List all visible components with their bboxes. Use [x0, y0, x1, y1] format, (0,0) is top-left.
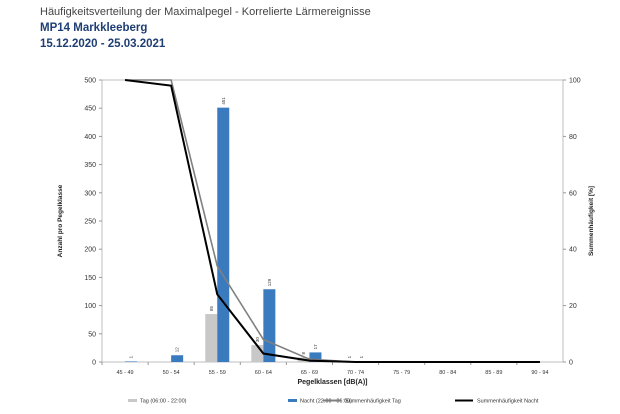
x-tick-label: 75 - 79 [393, 370, 410, 376]
bar-data-label: 12 [175, 347, 180, 353]
x-axis-title: Pegelklassen [dB(A)] [297, 379, 367, 386]
bar-data-label: 85 [209, 306, 214, 312]
y-tick-label: 150 [84, 275, 96, 282]
x-tick-label: 80 - 84 [439, 370, 456, 376]
y2-tick-label: 100 [569, 78, 581, 85]
line-summe-nacht [124, 79, 540, 363]
y-tick-label: 500 [84, 78, 96, 85]
bar-nacht [125, 361, 138, 362]
bar-data-label: 17 [313, 344, 318, 350]
y-tick-label: 0 [92, 360, 96, 367]
x-tick-label: 85 - 89 [485, 370, 502, 376]
y-axis-title: Anzahl pro Pegelklasse [57, 184, 64, 257]
bar-nacht [171, 355, 184, 362]
y2-tick-label: 0 [569, 360, 573, 367]
bar-nacht [263, 289, 276, 362]
legend-nacht-swatch [288, 399, 297, 402]
bar-data-label: 8 [301, 351, 306, 354]
bar-nacht [309, 352, 322, 362]
line-summe-tag [125, 79, 540, 363]
x-tick-label: 55 - 59 [209, 370, 226, 376]
y-tick-label: 50 [88, 331, 96, 338]
x-tick-label: 50 - 54 [163, 370, 180, 376]
x-tick-label: 70 - 74 [347, 370, 364, 376]
legend-tag-swatch [128, 399, 137, 402]
bar-data-label: 129 [267, 278, 272, 286]
y-tick-label: 100 [84, 303, 96, 310]
chart-header: Häufigkeitsverteilung der Maximalpegel -… [40, 4, 371, 52]
y-tick-label: 300 [84, 190, 96, 197]
y-tick-label: 200 [84, 247, 96, 254]
y2-tick-label: 80 [569, 134, 577, 141]
bar-tag [205, 314, 218, 362]
bar-data-label: 30 [255, 337, 260, 343]
legend-summe-tag-label: Summenhäufigkeit Tag [345, 399, 401, 405]
y-tick-label: 450 [84, 106, 96, 113]
plot-area [101, 79, 564, 363]
bar-data-label: 1 [129, 355, 134, 358]
bar-data-label: 1 [359, 355, 364, 358]
x-tick-label: 45 - 49 [116, 370, 133, 376]
y-tick-label: 250 [84, 219, 96, 226]
legend-tag-label: Tag (06:00 - 22:00) [140, 399, 187, 405]
y2-tick-label: 40 [569, 247, 577, 254]
x-tick-label: 65 - 69 [301, 370, 318, 376]
x-tick-label: 90 - 94 [531, 370, 548, 376]
date-range: 15.12.2020 - 25.03.2021 [40, 38, 166, 50]
y-tick-label: 400 [84, 134, 96, 141]
y2-tick-label: 20 [569, 303, 577, 310]
x-tick-label: 60 - 64 [255, 370, 272, 376]
y2-tick-label: 60 [569, 190, 577, 197]
bar-data-label: 1 [347, 355, 352, 358]
chart-title: Häufigkeitsverteilung der Maximalpegel -… [40, 6, 371, 18]
y2-axis-title: Summenhäufigkeit [%] [588, 186, 595, 256]
y-tick-label: 350 [84, 162, 96, 169]
bar-data-label: 451 [221, 97, 226, 105]
station-name: MP14 Markkleeberg [40, 22, 148, 34]
legend-summe-nacht-label: Summenhäufigkeit Nacht [477, 399, 539, 405]
bar-tag [251, 345, 264, 362]
bar-nacht [217, 107, 230, 362]
